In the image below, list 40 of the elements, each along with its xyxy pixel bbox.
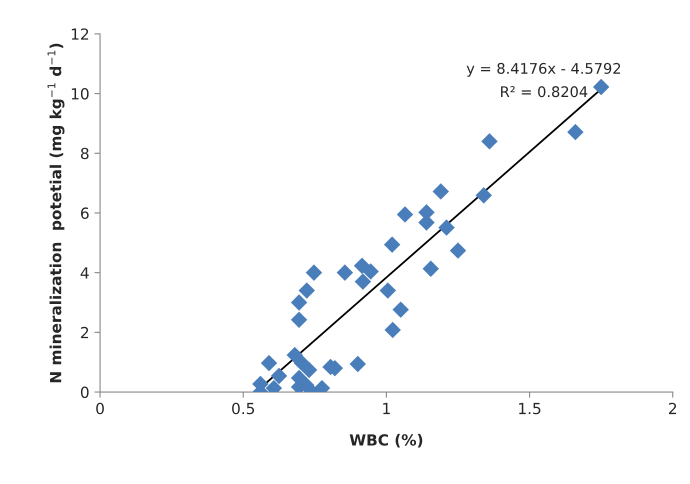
y-tick-label: 0 (80, 386, 89, 398)
point (481, 133, 498, 150)
y-tick-label: 6 (80, 207, 89, 219)
point (300, 362, 318, 378)
point (336, 264, 354, 281)
y-tick-label: 4 (80, 267, 89, 278)
annotation: y = 8.4176x - 4.5792 (466, 62, 620, 77)
point (438, 219, 455, 236)
point (260, 354, 278, 372)
x-tick-label: 2 (669, 402, 676, 414)
y-axis-title: N mineralization potetial (mg kg$^{−1}$ d$^{−1}$) (48, 44, 64, 382)
point (354, 273, 372, 290)
point (290, 294, 308, 311)
x-tick-label: 1.5 (519, 402, 540, 414)
y-tick-label: 12 (72, 28, 88, 40)
point (384, 322, 401, 338)
point (450, 242, 466, 259)
point (476, 187, 492, 204)
point (422, 260, 439, 277)
point (306, 264, 322, 281)
x-tick-label: 1 (383, 402, 390, 414)
point (380, 282, 396, 299)
y-tick-label: 2 (81, 326, 88, 338)
point (362, 263, 379, 280)
point (290, 312, 308, 328)
point (384, 236, 400, 253)
point (350, 356, 366, 372)
point (592, 78, 610, 96)
x-tick-label: 0.5 (232, 402, 254, 414)
point (396, 206, 414, 223)
point (392, 301, 409, 318)
y-tick-label: 10 (72, 88, 89, 100)
x-axis-title: WBC (%) (350, 434, 422, 448)
y-tick-label: 8 (80, 148, 89, 160)
point (567, 124, 584, 140)
x-tick-label: 0 (96, 402, 104, 414)
point (432, 183, 450, 200)
point (298, 282, 316, 299)
annotation: R² = 0.8204 (501, 86, 588, 98)
point (270, 368, 288, 384)
